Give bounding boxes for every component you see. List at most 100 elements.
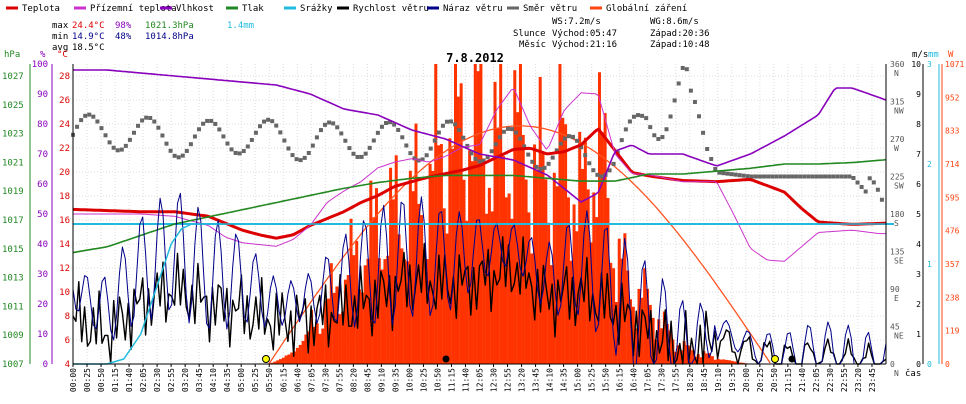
time-tick-label: 12:30	[490, 368, 499, 392]
wind-direction-point	[177, 155, 181, 159]
wind-direction-point	[758, 175, 762, 179]
dir-tick-label: S	[894, 219, 899, 228]
wind-direction-point	[514, 131, 518, 135]
time-tick-label: 05:25	[251, 368, 260, 392]
wind-direction-point	[526, 153, 530, 157]
wind-direction-point	[510, 127, 514, 131]
wind-direction-point	[591, 168, 595, 172]
rain-tick-label: 3	[927, 60, 932, 69]
wind-direction-point	[778, 175, 782, 179]
wind-direction-point	[132, 131, 136, 135]
wind-direction-point	[238, 151, 242, 155]
radiation-bar	[494, 82, 497, 364]
radiation-bar	[714, 360, 717, 364]
wind-direction-point	[640, 114, 644, 118]
wind-direction-point	[364, 152, 368, 156]
wind-tick-label: 7	[916, 150, 921, 159]
radiation-bar	[519, 64, 522, 364]
hpa-tick-label: 1011	[2, 302, 24, 312]
wind-direction-point	[689, 89, 693, 93]
chart-title: 7.8.2012	[446, 51, 504, 65]
temp-unit: °C	[57, 50, 68, 60]
wind-direction-point	[847, 175, 851, 179]
wind-direction-point	[335, 125, 339, 129]
time-tick-label: 12:55	[504, 368, 513, 392]
wind-direction-point	[457, 128, 461, 132]
radiation-bar	[578, 132, 581, 364]
dir-tick-label: N	[894, 69, 899, 78]
wind-direction-point	[786, 175, 790, 179]
wind-direction-point	[327, 121, 331, 125]
time-tick-label: 02:30	[153, 368, 162, 392]
time-tick-label: 20:00	[742, 368, 751, 392]
radiation-bar	[725, 360, 728, 364]
time-tick-label: 10:50	[433, 368, 442, 392]
radiation-bar	[296, 348, 299, 364]
dir-tick-degree: 315	[890, 98, 905, 107]
stat-min-temp: 14.9°C	[72, 32, 105, 42]
temp-tick-label: 20	[59, 168, 70, 178]
radiation-bar	[282, 358, 285, 364]
wind-direction-point	[429, 147, 433, 151]
legend-label: Náraz větru	[443, 4, 503, 14]
wind-direction-point	[843, 175, 847, 179]
time-tick-label: 11:40	[461, 368, 470, 392]
radiation-bar	[299, 345, 302, 364]
wind-direction-point	[819, 175, 823, 179]
rain-tick-label: 0	[927, 360, 932, 369]
wind-direction-point	[705, 147, 709, 151]
wind-tick-label: 8	[916, 120, 921, 129]
wind-direction-point	[636, 113, 640, 117]
wind-direction-point	[343, 139, 347, 143]
wind-direction-point	[677, 81, 681, 85]
time-tick-label: 16:15	[616, 368, 625, 392]
wind-direction-point	[860, 185, 864, 189]
time-tick-label: 15:25	[588, 368, 597, 392]
wind-direction-point	[250, 138, 254, 142]
wind-direction-point	[494, 142, 498, 146]
wind-direction-point	[144, 116, 148, 120]
wind-direction-point	[213, 122, 217, 126]
wind-unit: m/s	[912, 50, 928, 60]
stat-max-temp: 24.4°C	[72, 21, 105, 31]
radiation-bar	[279, 359, 282, 364]
wind-direction-point	[128, 138, 132, 142]
rad-tick-label: 595	[945, 193, 960, 202]
wind-direction-point	[551, 156, 555, 160]
wind-direction-point	[835, 175, 839, 179]
radiation-bar	[431, 171, 434, 364]
stat-min-press: 1014.8hPa	[145, 32, 194, 42]
wind-direction-point	[530, 160, 534, 164]
radiation-bar	[595, 217, 598, 364]
time-tick-label: 21:40	[798, 368, 807, 392]
time-tick-label: 03:20	[181, 368, 190, 392]
time-tick-label: 14:35	[560, 368, 569, 392]
time-tick-label: 06:15	[279, 368, 288, 392]
wind-direction-point	[380, 125, 384, 129]
radiation-bar	[496, 128, 499, 364]
rad-tick-label: 357	[945, 260, 960, 269]
pct-tick-label: 20	[37, 300, 48, 310]
wind-direction-point	[628, 119, 632, 123]
radiation-bar	[319, 334, 322, 364]
moonrise: Východ:21:16	[552, 40, 617, 50]
wind-direction-point	[396, 128, 400, 132]
time-tick-label: 12:05	[476, 368, 485, 392]
hpa-tick-label: 1025	[2, 101, 24, 111]
wind-direction-point	[209, 119, 213, 123]
time-tick-label: 02:05	[139, 368, 148, 392]
hpa-tick-label: 1013	[2, 274, 24, 284]
pct-tick-label: 60	[37, 180, 48, 190]
dir-tick-label: SE	[894, 257, 904, 266]
wind-direction-point	[795, 175, 799, 179]
wind-direction-point	[270, 119, 274, 123]
pct-tick-label: 30	[37, 270, 48, 280]
wind-tick-label: 6	[916, 180, 921, 189]
wind-direction-point	[108, 140, 112, 144]
wind-direction-point	[404, 143, 408, 147]
wind-direction-point	[872, 180, 876, 184]
sun-label: Slunce	[513, 29, 546, 39]
radiation-bar	[530, 253, 533, 364]
wind-direction-point	[368, 146, 372, 150]
